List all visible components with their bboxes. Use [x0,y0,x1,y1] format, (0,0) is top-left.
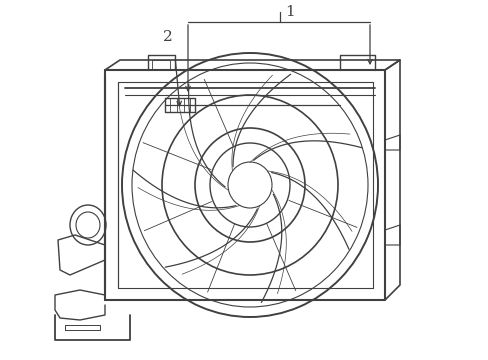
Text: 1: 1 [285,5,294,19]
Text: 2: 2 [163,30,172,44]
